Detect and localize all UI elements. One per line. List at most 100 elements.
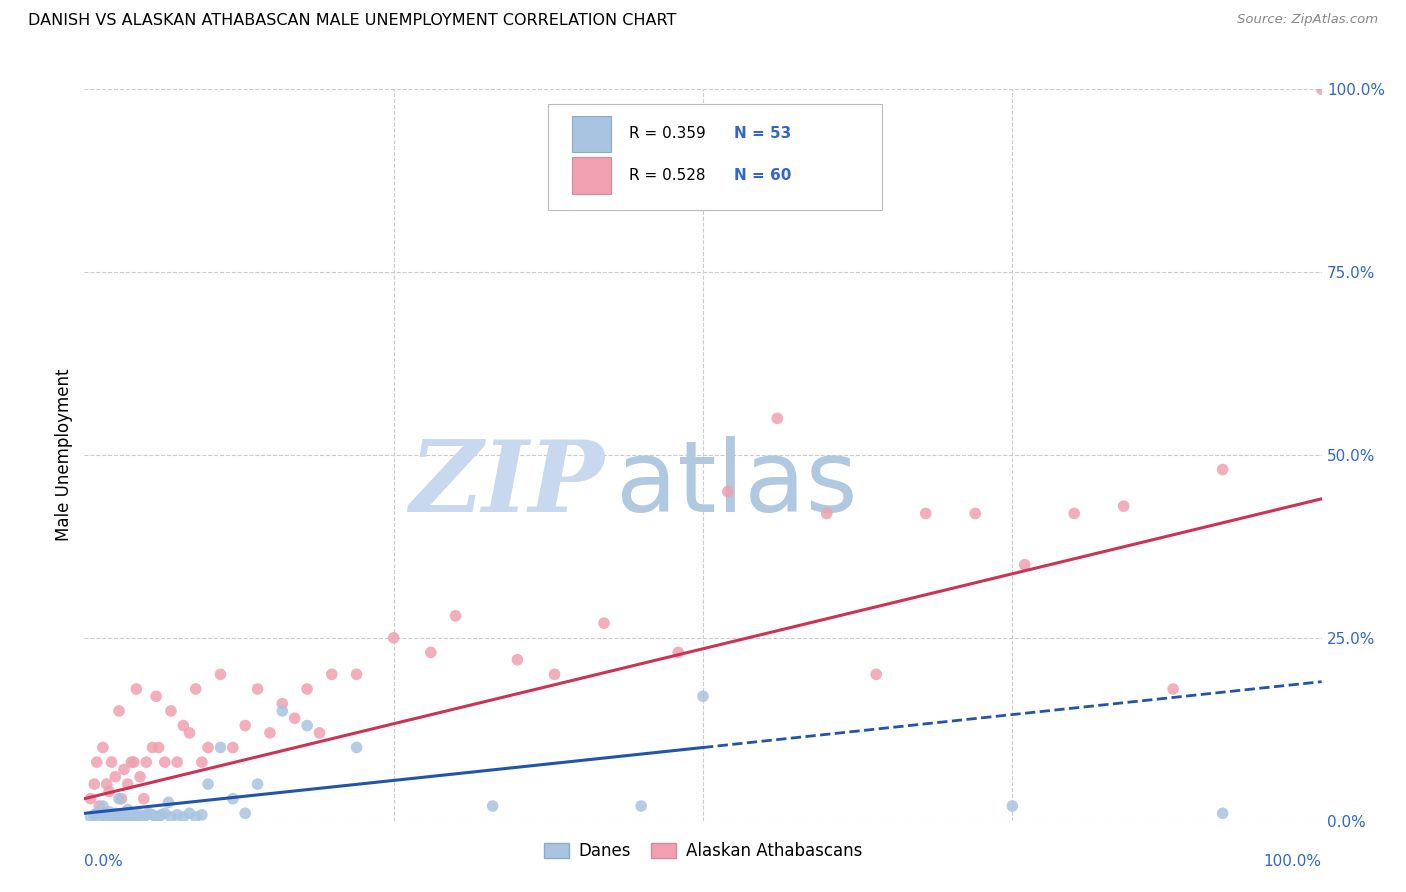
Point (117, 777, 139, 791)
Point (98, 784, 121, 798)
Point (108, 791, 131, 805)
Point (766, 411, 789, 425)
Point (166, 807, 188, 822)
Point (444, 608, 467, 623)
Point (79, 791, 101, 805)
Text: 0.0%: 0.0% (84, 854, 124, 869)
Point (191, 755, 214, 769)
Point (110, 810, 132, 824)
Point (382, 631, 405, 645)
Point (135, 807, 157, 822)
Point (865, 667, 887, 681)
Point (209, 740, 232, 755)
Text: 100.0%: 100.0% (1264, 854, 1322, 869)
Point (104, 806, 127, 821)
Point (179, 806, 201, 821)
Point (79, 810, 101, 824)
Point (222, 791, 245, 805)
Point (1212, 462, 1234, 476)
Point (1112, 499, 1135, 513)
Text: N = 60: N = 60 (734, 168, 792, 183)
Point (1014, 558, 1036, 572)
Point (179, 726, 201, 740)
Point (145, 690, 167, 704)
Point (246, 777, 269, 791)
Point (914, 507, 936, 521)
FancyBboxPatch shape (548, 103, 883, 210)
Point (122, 755, 145, 769)
Point (157, 796, 180, 810)
Point (295, 718, 318, 732)
Point (132, 791, 155, 805)
Point (98, 807, 121, 822)
Point (1212, 806, 1234, 821)
Point (98, 805, 121, 819)
Text: atlas: atlas (616, 435, 858, 533)
Point (197, 777, 219, 791)
Point (114, 806, 136, 821)
Point (222, 740, 245, 755)
Point (100, 810, 122, 824)
Point (122, 806, 145, 821)
Point (166, 755, 188, 769)
Point (172, 810, 194, 824)
Point (1063, 507, 1085, 521)
Point (110, 791, 132, 805)
Point (100, 755, 122, 769)
Point (150, 807, 173, 822)
Point (506, 653, 529, 667)
Point (104, 770, 127, 784)
Point (91, 740, 114, 755)
Point (153, 755, 176, 769)
Point (815, 507, 838, 521)
Point (717, 484, 740, 499)
Point (141, 807, 163, 822)
Point (125, 681, 148, 696)
Point (120, 810, 142, 824)
Point (321, 667, 343, 681)
Point (271, 697, 294, 711)
Y-axis label: Male Unemployment: Male Unemployment (55, 368, 73, 541)
Point (543, 667, 565, 681)
Point (148, 740, 170, 755)
Point (107, 807, 129, 822)
Point (284, 711, 307, 725)
Point (191, 807, 214, 822)
Text: R = 0.359: R = 0.359 (628, 127, 706, 141)
Point (1161, 681, 1184, 696)
Point (419, 645, 441, 659)
FancyBboxPatch shape (572, 157, 612, 194)
Point (246, 681, 269, 696)
Point (122, 810, 145, 824)
FancyBboxPatch shape (572, 116, 612, 153)
Legend: Danes, Alaskan Athabascans: Danes, Alaskan Athabascans (537, 836, 869, 867)
Point (141, 740, 163, 755)
Text: R = 0.528: R = 0.528 (628, 168, 706, 183)
Point (233, 718, 256, 732)
Point (630, 799, 652, 814)
Point (145, 810, 167, 824)
Point (89, 810, 111, 824)
Point (295, 681, 318, 696)
Point (129, 807, 152, 822)
Point (233, 806, 256, 821)
Point (89, 799, 111, 814)
Point (112, 810, 135, 824)
Point (112, 763, 135, 777)
Point (1310, 82, 1333, 96)
Point (197, 740, 219, 755)
Point (593, 616, 616, 631)
Point (184, 810, 207, 824)
Point (91, 799, 114, 814)
Point (110, 807, 132, 822)
Point (346, 740, 368, 755)
Point (692, 690, 714, 704)
Point (86, 755, 108, 769)
Point (120, 755, 142, 769)
Point (91, 807, 114, 822)
Point (308, 726, 330, 740)
Text: ZIP: ZIP (409, 436, 605, 533)
Point (666, 645, 689, 659)
Point (129, 770, 152, 784)
Point (172, 718, 194, 732)
